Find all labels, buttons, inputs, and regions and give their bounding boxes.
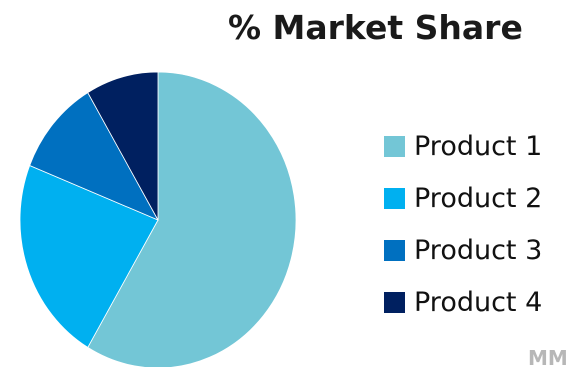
pie-slice-product-4 xyxy=(87,71,159,221)
legend-swatch-product-3 xyxy=(384,239,405,261)
legend-item-product-4: Product 4 xyxy=(384,276,542,328)
legend-item-product-2: Product 2 xyxy=(384,172,542,224)
pie-slice-product-2 xyxy=(19,164,159,348)
legend-label-product-2: Product 2 xyxy=(414,182,543,214)
legend-swatch-product-2 xyxy=(384,187,405,209)
legend-label-product-1: Product 1 xyxy=(414,130,543,162)
legend-swatch-product-1 xyxy=(384,135,405,157)
legend-label-product-4: Product 4 xyxy=(414,286,543,318)
legend-swatch-product-4 xyxy=(384,291,405,313)
pie-slice-product-1 xyxy=(87,71,297,367)
watermark-text: MM xyxy=(528,346,568,370)
pie-chart xyxy=(19,71,297,367)
legend: Product 1 Product 2 Product 3 Product 4 xyxy=(384,120,542,328)
legend-item-product-3: Product 3 xyxy=(384,224,542,276)
pie-slice-product-3 xyxy=(29,92,159,221)
chart-title: % Market Share xyxy=(228,8,523,47)
legend-item-product-1: Product 1 xyxy=(384,120,542,172)
legend-label-product-3: Product 3 xyxy=(414,234,543,266)
